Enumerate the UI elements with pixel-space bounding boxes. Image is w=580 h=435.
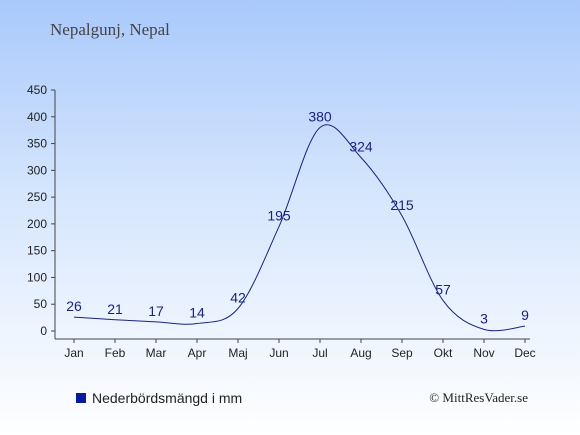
y-tick-label: 450 [27, 83, 47, 97]
data-label: 21 [107, 301, 123, 317]
y-tick-label: 100 [27, 270, 47, 284]
data-label: 215 [390, 197, 414, 213]
legend-label: Nederbördsmängd i mm [92, 390, 243, 406]
x-tick-label: Nov [473, 346, 494, 360]
legend: Nederbördsmängd i mm [76, 390, 242, 406]
y-tick-label: 300 [27, 163, 47, 177]
series-line-precipitation [73, 124, 526, 332]
data-label: 17 [148, 303, 164, 319]
x-tick-label: Dec [514, 346, 535, 360]
x-tick-label: Jan [64, 346, 83, 360]
data-label: 195 [267, 208, 291, 224]
data-label: 324 [349, 138, 373, 154]
y-tick-label: 250 [27, 190, 47, 204]
chart-title: Nepalgunj, Nepal [50, 20, 170, 39]
x-tick-label: Okt [434, 346, 453, 360]
data-label: 3 [480, 310, 488, 326]
x-tick-label: Jun [269, 346, 288, 360]
y-tick-label: 150 [27, 244, 47, 258]
y-tick-label: 350 [27, 137, 47, 151]
legend-swatch [76, 393, 86, 403]
x-tick-label: Aug [350, 346, 371, 360]
data-label: 42 [230, 290, 246, 306]
x-tick-label: Apr [188, 346, 207, 360]
data-label: 57 [435, 281, 451, 297]
data-label: 26 [66, 298, 82, 314]
data-label: 380 [308, 108, 332, 124]
x-tick-label: Maj [228, 346, 247, 360]
x-tick-label: Feb [105, 346, 126, 360]
y-tick-label: 200 [27, 217, 47, 231]
y-tick-label: 50 [34, 297, 48, 311]
data-label: 14 [189, 305, 205, 321]
y-tick-label: 400 [27, 110, 47, 124]
x-tick-label: Sep [391, 346, 413, 360]
data-label: 9 [521, 307, 529, 323]
y-tick-label: 0 [40, 324, 47, 338]
copyright-text: © MittResVader.se [429, 390, 528, 405]
x-tick-label: Jul [312, 346, 327, 360]
x-tick-label: Mar [146, 346, 167, 360]
